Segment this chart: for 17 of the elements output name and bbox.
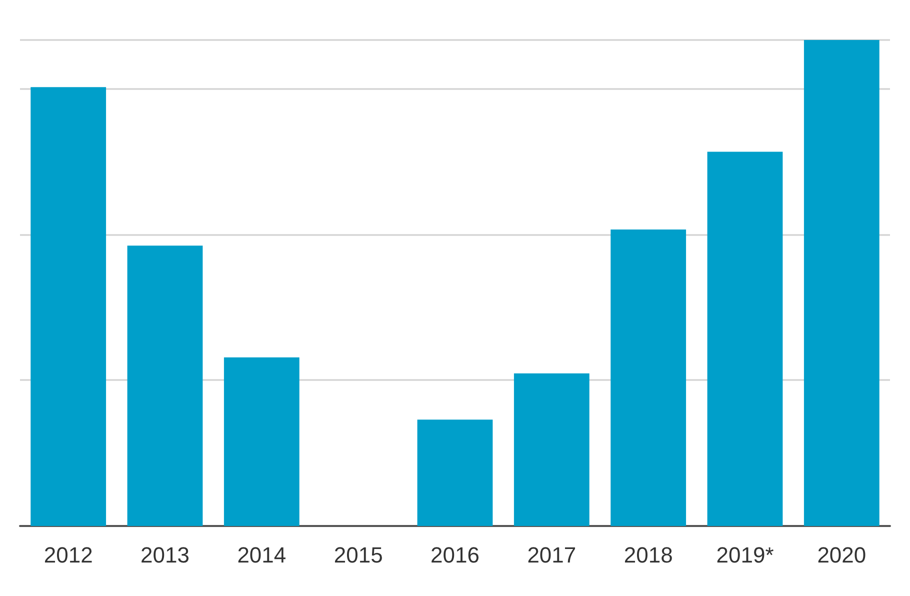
x-tick-label: 2012 [44, 542, 93, 568]
x-tick-label: 2014 [237, 542, 286, 568]
x-tick-label: 2018 [624, 542, 673, 568]
bar [30, 87, 106, 526]
x-tick-label: 2017 [527, 542, 576, 568]
x-tick-label: 2019* [716, 542, 774, 568]
x-tick-label: 2013 [140, 542, 190, 568]
bar [127, 246, 203, 526]
bar [804, 40, 880, 526]
bar [707, 152, 783, 526]
x-tick-label: 2015 [334, 542, 383, 568]
x-tick-label: 2020 [817, 542, 866, 568]
bar [224, 357, 300, 526]
bar [610, 230, 686, 526]
bar [417, 420, 493, 526]
bar [514, 373, 590, 526]
x-tick-label: 2016 [430, 542, 480, 568]
